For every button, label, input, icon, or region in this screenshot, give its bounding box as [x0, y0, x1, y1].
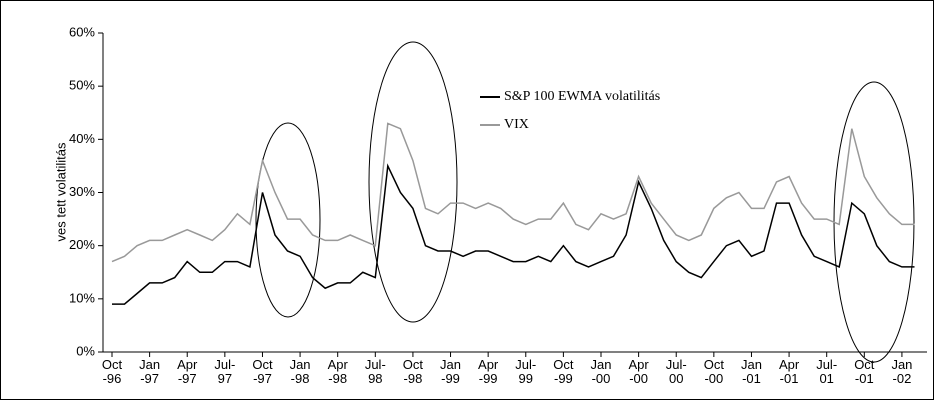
x-tick-label: Jan -99 [440, 357, 461, 386]
y-axis-label: ves tett volatilitás [53, 142, 68, 241]
x-tick-label: Oct -97 [252, 357, 273, 386]
annotations [255, 41, 915, 363]
x-tick-label: Jul-97 [214, 357, 235, 386]
x-tick-label: Apr -99 [478, 357, 499, 386]
x-tick-label: Apr -01 [779, 357, 800, 386]
highlight-ellipse [368, 41, 458, 323]
x-tick-label: Jul-98 [365, 357, 386, 386]
y-tick-label: 20% [69, 237, 95, 252]
y-tick-label: 10% [69, 290, 95, 305]
x-tick-label: Apr -97 [177, 357, 198, 386]
legend-label: VIX [504, 117, 529, 132]
y-tick-label: 30% [69, 184, 95, 199]
x-tick-label: Jan -02 [891, 357, 912, 386]
x-tick-label: Apr -98 [328, 357, 349, 386]
highlight-ellipse [255, 122, 321, 318]
x-tick-label: Jan -97 [139, 357, 160, 386]
y-tick-label: 0% [76, 343, 95, 358]
x-tick-label: Jan -00 [591, 357, 612, 386]
x-tick-label: Oct -01 [854, 357, 875, 386]
x-tick-label: Jan -01 [741, 357, 762, 386]
x-tick-label: Jan -98 [290, 357, 311, 386]
x-tick-label: Oct -98 [403, 357, 424, 386]
x-tick-label: Apr -00 [628, 357, 649, 386]
x-tick-label: Oct -96 [102, 357, 123, 386]
x-tick-label: Jul-01 [816, 357, 837, 386]
y-tick-label: 50% [69, 78, 95, 93]
x-tick-label: Jul-00 [666, 357, 687, 386]
y-tick-label: 40% [69, 131, 95, 146]
series-line [111, 122, 915, 263]
series-line [112, 163, 915, 305]
x-tick-label: Jul-99 [515, 357, 536, 386]
y-tick-label: 60% [69, 24, 95, 39]
x-tick-label: Oct -99 [553, 357, 574, 386]
x-tick-label: Oct -00 [704, 357, 725, 386]
legend-label: S&P 100 EWMA volatilitás [504, 89, 660, 104]
highlight-ellipse [833, 81, 915, 363]
